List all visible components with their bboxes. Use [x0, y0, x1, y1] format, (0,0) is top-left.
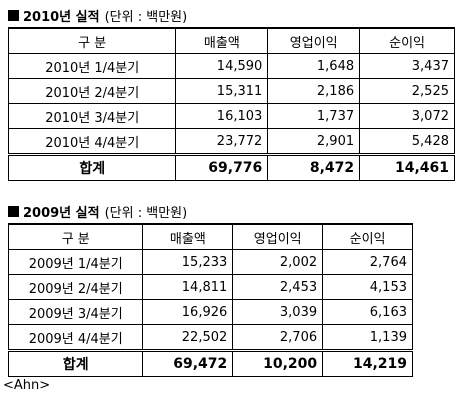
- operating-profit-cell: 2,706: [232, 324, 324, 351]
- operating-profit-cell: 2,002: [232, 249, 324, 275]
- section-title-year: 2009년 실적: [23, 205, 100, 221]
- square-bullet-icon: [8, 9, 19, 21]
- row-label: 2009년 1/4분기: [7, 249, 144, 275]
- row-label: 2010년 1/4분기: [7, 53, 177, 79]
- section-2009: 2009년 실적 (단위 : 백만원) 구 분 매출액 영업이익 순이익 200…: [7, 202, 413, 377]
- table-header-row: 구 분 매출액 영업이익 순이익: [7, 223, 413, 250]
- row-label: 2009년 2/4분기: [7, 274, 144, 300]
- total-revenue: 69,472: [142, 349, 234, 377]
- row-label: 2009년 3/4분기: [7, 299, 144, 325]
- header-operating-profit: 영업이익: [232, 223, 324, 250]
- table-row: 2009년 2/4분기 14,811 2,453 4,153: [7, 274, 413, 300]
- total-revenue: 69,776: [175, 153, 269, 181]
- revenue-cell: 16,103: [175, 103, 269, 129]
- section-title-2010: 2010년 실적 (단위 : 백만원): [8, 6, 455, 25]
- total-net-profit: 14,461: [359, 153, 455, 181]
- results-table-2010: 구 분 매출액 영업이익 순이익 2010년 1/4분기 14,590 1,64…: [7, 27, 455, 181]
- revenue-cell: 15,311: [175, 78, 269, 104]
- section-title-year: 2010년 실적: [23, 9, 100, 25]
- table-row: 2010년 1/4분기 14,590 1,648 3,437: [7, 53, 455, 79]
- section-title-unit: (단위 : 백만원): [104, 205, 188, 221]
- table-header-row: 구 분 매출액 영업이익 순이익: [7, 27, 455, 54]
- operating-profit-cell: 2,186: [267, 78, 361, 104]
- revenue-cell: 14,590: [175, 53, 269, 79]
- operating-profit-cell: 2,453: [232, 274, 324, 300]
- revenue-cell: 14,811: [142, 274, 234, 300]
- total-row: 합계 69,472 10,200 14,219: [7, 349, 413, 377]
- table-row: 2009년 1/4분기 15,233 2,002 2,764: [7, 249, 413, 275]
- table-row: 2009년 3/4분기 16,926 3,039 6,163: [7, 299, 413, 325]
- row-label: 2010년 3/4분기: [7, 103, 177, 129]
- net-profit-cell: 4,153: [322, 274, 413, 300]
- revenue-cell: 15,233: [142, 249, 234, 275]
- row-label: 2010년 2/4분기: [7, 78, 177, 104]
- table-row: 2010년 4/4분기 23,772 2,901 5,428: [7, 128, 455, 155]
- header-operating-profit: 영업이익: [267, 27, 361, 54]
- net-profit-cell: 3,437: [359, 53, 455, 79]
- header-category: 구 분: [7, 27, 177, 54]
- revenue-cell: 23,772: [175, 128, 269, 155]
- section-title-2009: 2009년 실적 (단위 : 백만원): [8, 202, 413, 221]
- revenue-cell: 16,926: [142, 299, 234, 325]
- row-label: 2010년 4/4분기: [7, 128, 177, 155]
- square-bullet-icon: [8, 205, 19, 217]
- net-profit-cell: 1,139: [322, 324, 413, 351]
- net-profit-cell: 2,525: [359, 78, 455, 104]
- operating-profit-cell: 1,648: [267, 53, 361, 79]
- total-label: 합계: [7, 349, 144, 377]
- results-table-2009: 구 분 매출액 영업이익 순이익 2009년 1/4분기 15,233 2,00…: [7, 223, 413, 377]
- header-category: 구 분: [7, 223, 144, 250]
- total-operating-profit: 8,472: [267, 153, 361, 181]
- total-label: 합계: [7, 153, 177, 181]
- operating-profit-cell: 2,901: [267, 128, 361, 155]
- net-profit-cell: 2,764: [322, 249, 413, 275]
- row-label: 2009년 4/4분기: [7, 324, 144, 351]
- section-2010: 2010년 실적 (단위 : 백만원) 구 분 매출액 영업이익 순이익 201…: [7, 6, 455, 181]
- operating-profit-cell: 3,039: [232, 299, 324, 325]
- table-row: 2010년 3/4분기 16,103 1,737 3,072: [7, 103, 455, 129]
- net-profit-cell: 5,428: [359, 128, 455, 155]
- revenue-cell: 22,502: [142, 324, 234, 351]
- header-net-profit: 순이익: [322, 223, 413, 250]
- author-credit: <Ahn>: [3, 378, 51, 393]
- table-row: 2009년 4/4분기 22,502 2,706 1,139: [7, 324, 413, 351]
- operating-profit-cell: 1,737: [267, 103, 361, 129]
- header-net-profit: 순이익: [359, 27, 455, 54]
- header-revenue: 매출액: [142, 223, 234, 250]
- total-net-profit: 14,219: [322, 349, 413, 377]
- header-revenue: 매출액: [175, 27, 269, 54]
- net-profit-cell: 6,163: [322, 299, 413, 325]
- section-title-unit: (단위 : 백만원): [104, 9, 188, 25]
- net-profit-cell: 3,072: [359, 103, 455, 129]
- total-row: 합계 69,776 8,472 14,461: [7, 153, 455, 181]
- table-row: 2010년 2/4분기 15,311 2,186 2,525: [7, 78, 455, 104]
- total-operating-profit: 10,200: [232, 349, 324, 377]
